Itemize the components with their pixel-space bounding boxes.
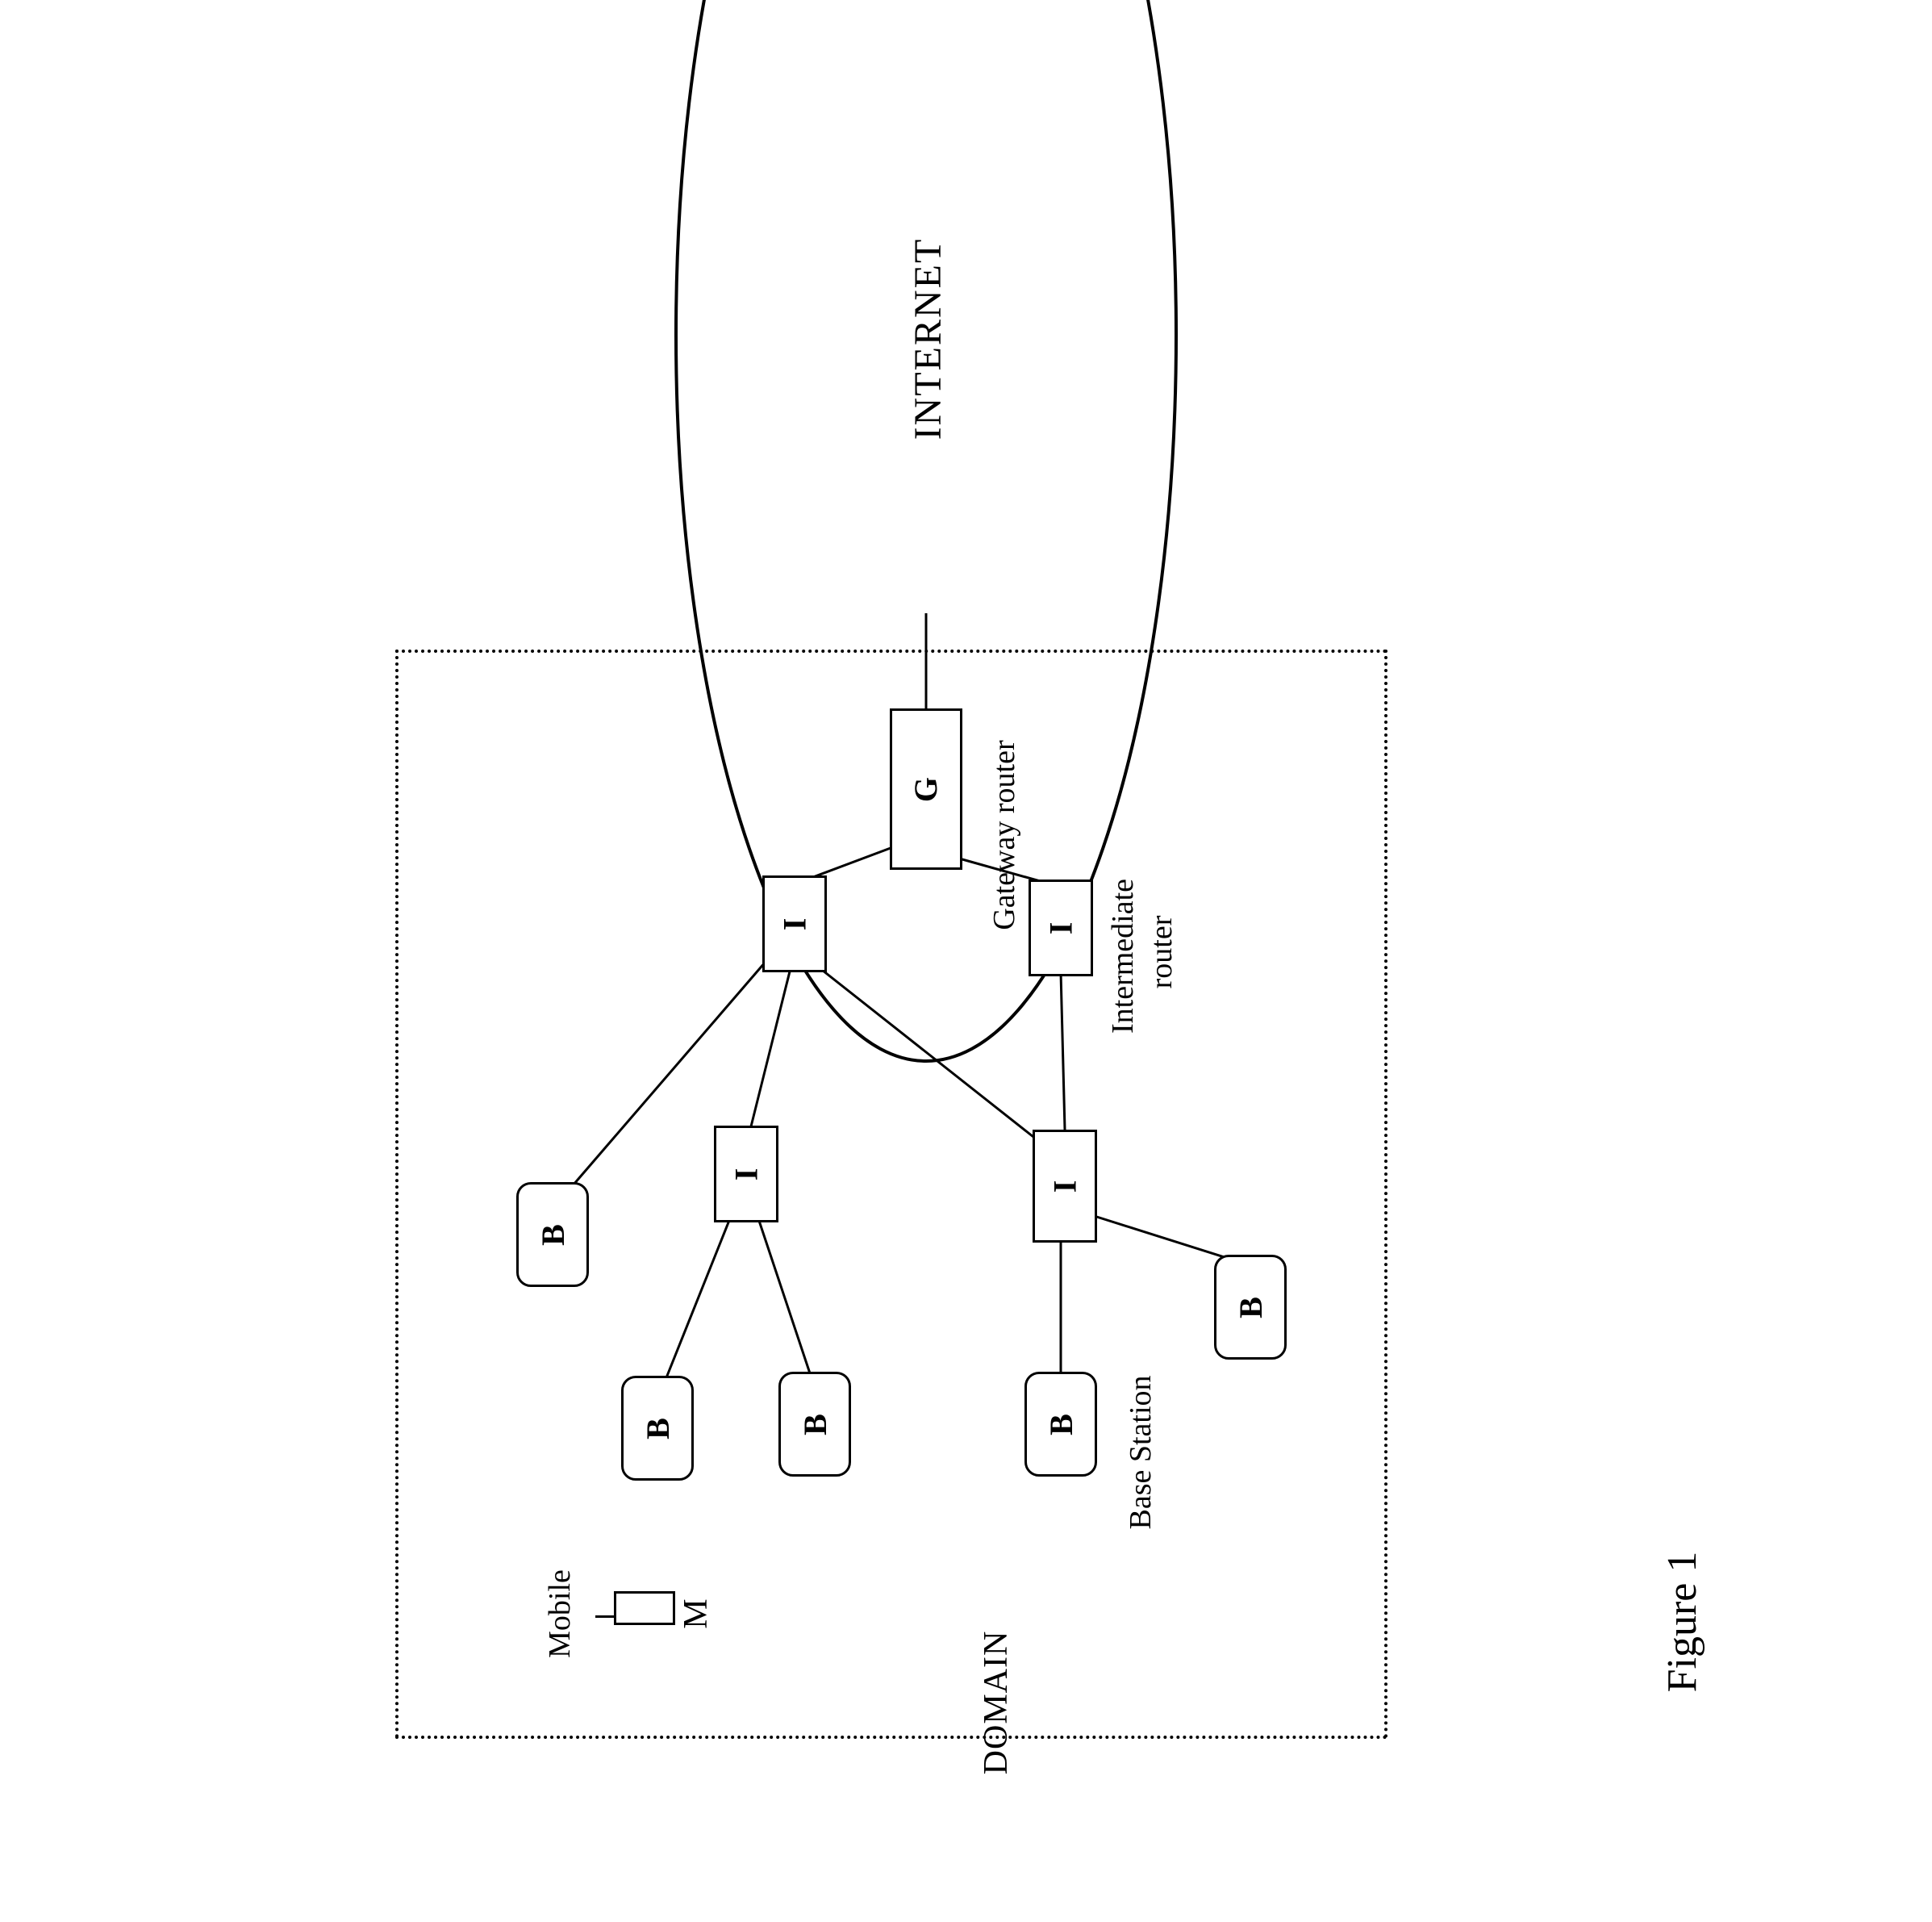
node-letter-B2: B (639, 1418, 677, 1439)
node-letter-B5: B (1232, 1297, 1270, 1318)
node-I4: I (1033, 1130, 1097, 1243)
node-letter-B1: B (534, 1224, 572, 1246)
node-letter-I4: I (1045, 1180, 1083, 1193)
diagram-canvas: GIIIIBBBBB INTERNET Gateway router Inter… (0, 0, 1932, 1922)
label-base-station: Base Station (1012, 1433, 1270, 1472)
node-B3: B (778, 1372, 851, 1477)
node-letter-B3: B (796, 1414, 834, 1435)
node-letter-G: G (908, 776, 945, 801)
label-mobile: Mobile (479, 1594, 641, 1633)
node-B1: B (516, 1182, 589, 1287)
figure-caption: Figure 1 (1553, 1598, 1811, 1646)
node-letter-I1: I (775, 917, 813, 930)
node-letter-I3: I (727, 1168, 765, 1180)
label-internet: INTERNET (686, 307, 1170, 371)
label-domain: DOMAIN (875, 1682, 1117, 1723)
label-mobile-letter: M (668, 1594, 724, 1634)
node-B5: B (1214, 1255, 1287, 1360)
node-letter-B4: B (1042, 1414, 1080, 1435)
label-intermediate-line2: router (1057, 934, 1266, 970)
label-gateway-router: Gateway router (859, 815, 1150, 855)
node-B2: B (621, 1376, 694, 1481)
node-I1: I (762, 875, 827, 972)
node-letter-I2: I (1041, 921, 1079, 934)
node-I3: I (714, 1126, 778, 1222)
